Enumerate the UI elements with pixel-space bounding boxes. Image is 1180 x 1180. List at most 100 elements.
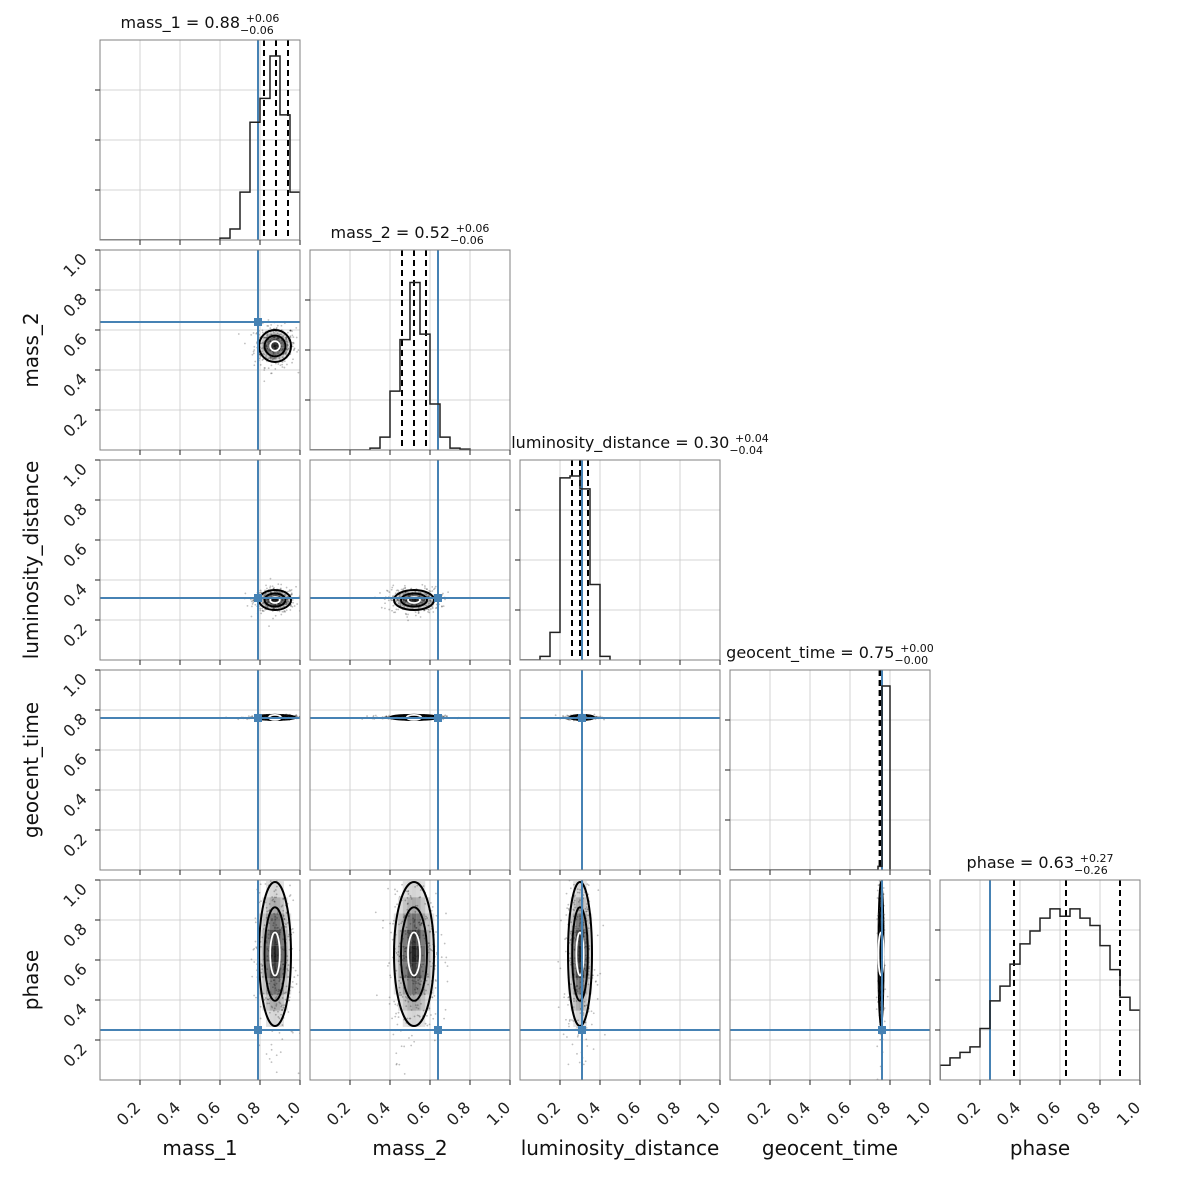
sample-point: [577, 1019, 579, 1022]
x-tick-label: 0.8: [1073, 1098, 1104, 1129]
sample-point: [272, 1009, 275, 1012]
sample-point: [277, 878, 279, 880]
sample-point: [270, 1043, 273, 1046]
sample-point: [425, 989, 427, 992]
sample-point: [277, 1010, 279, 1013]
density-cell: [269, 913, 274, 930]
sample-point: [584, 1060, 587, 1063]
sample-point: [586, 872, 588, 874]
y-tick-label: 0.4: [59, 369, 90, 400]
density-cell: [280, 605, 284, 608]
density-cell: [266, 347, 270, 352]
sample-point: [285, 911, 288, 914]
density-cell: [570, 913, 574, 930]
sample-point: [420, 923, 423, 925]
sample-point: [375, 994, 378, 997]
density-cell: [273, 344, 277, 348]
sample-point: [428, 589, 431, 592]
sample-point: [388, 962, 391, 964]
sample-point: [398, 599, 400, 602]
sample-point: [568, 1025, 570, 1028]
sample-point: [295, 715, 298, 718]
sample-point: [253, 854, 255, 856]
sample-point: [286, 603, 288, 606]
sample-point: [421, 876, 423, 878]
sample-point: [409, 1017, 412, 1020]
sample-point: [261, 936, 264, 939]
sample-point: [290, 593, 293, 596]
sample-point: [274, 889, 277, 891]
sample-point: [565, 1018, 567, 1021]
title-plus: +0.06: [456, 222, 490, 235]
sample-point: [283, 992, 286, 995]
sample-point: [380, 606, 383, 609]
sample-point: [579, 899, 581, 902]
density-cell: [273, 929, 277, 946]
sample-point: [262, 601, 265, 604]
sample-point: [394, 592, 397, 595]
density-cell: [276, 994, 281, 1011]
density-cell: [258, 347, 263, 352]
sample-point: [281, 1009, 283, 1011]
density-cell: [586, 715, 589, 718]
sample-point: [582, 894, 585, 896]
sample-point: [426, 1024, 429, 1027]
sample-point: [275, 896, 278, 899]
sample-point: [275, 1097, 277, 1099]
density-cell: [284, 913, 288, 930]
sample-point: [303, 348, 305, 350]
sample-point: [251, 353, 254, 356]
sample-point: [406, 896, 409, 899]
sample-point: [283, 1004, 286, 1007]
sample-point: [287, 600, 290, 603]
density-cell: [287, 929, 292, 946]
sample-point: [557, 960, 560, 963]
sample-point: [374, 714, 377, 717]
sample-point: [261, 609, 264, 612]
density-cell: [280, 929, 284, 946]
sample-point: [390, 598, 392, 601]
sample-point: [407, 1000, 410, 1003]
density-cell: [280, 601, 284, 604]
density-cell: [402, 601, 408, 604]
sample-point: [272, 358, 275, 360]
sample-point: [267, 998, 270, 1001]
density-cell: [416, 897, 421, 914]
sample-point: [279, 364, 282, 367]
sample-point: [577, 1034, 580, 1037]
sample-point: [392, 922, 394, 925]
sample-point: [583, 1004, 586, 1007]
sample-point: [395, 600, 397, 603]
sample-point: [579, 865, 581, 867]
density-content: [310, 670, 510, 870]
sample-point: [385, 715, 388, 718]
density-cell: [280, 962, 284, 979]
sample-point: [573, 895, 576, 898]
density-cell: [287, 340, 292, 345]
sample-point: [292, 349, 295, 352]
sample-point: [291, 1031, 294, 1034]
sample-point: [296, 974, 299, 977]
sample-point: [269, 880, 272, 882]
sample-point: [285, 923, 287, 926]
sample-point: [283, 610, 285, 613]
sample-point: [573, 1000, 575, 1003]
sample-point: [259, 355, 262, 358]
sample-point: [585, 1004, 588, 1007]
sample-point: [413, 1015, 416, 1018]
sample-point: [267, 357, 270, 360]
sample-point: [426, 917, 429, 919]
y-tick-label: 0.8: [59, 289, 90, 320]
sample-point: [266, 335, 269, 338]
sample-point: [280, 927, 283, 930]
sample-point: [568, 718, 571, 721]
density-cell: [284, 351, 288, 355]
truth-marker: [434, 714, 442, 722]
sample-point: [417, 607, 420, 609]
sample-point: [400, 922, 403, 925]
sample-point: [431, 606, 434, 609]
density-cell: [398, 929, 403, 946]
sample-point: [403, 916, 405, 919]
sample-point: [431, 607, 434, 610]
sample-point: [409, 1005, 412, 1008]
